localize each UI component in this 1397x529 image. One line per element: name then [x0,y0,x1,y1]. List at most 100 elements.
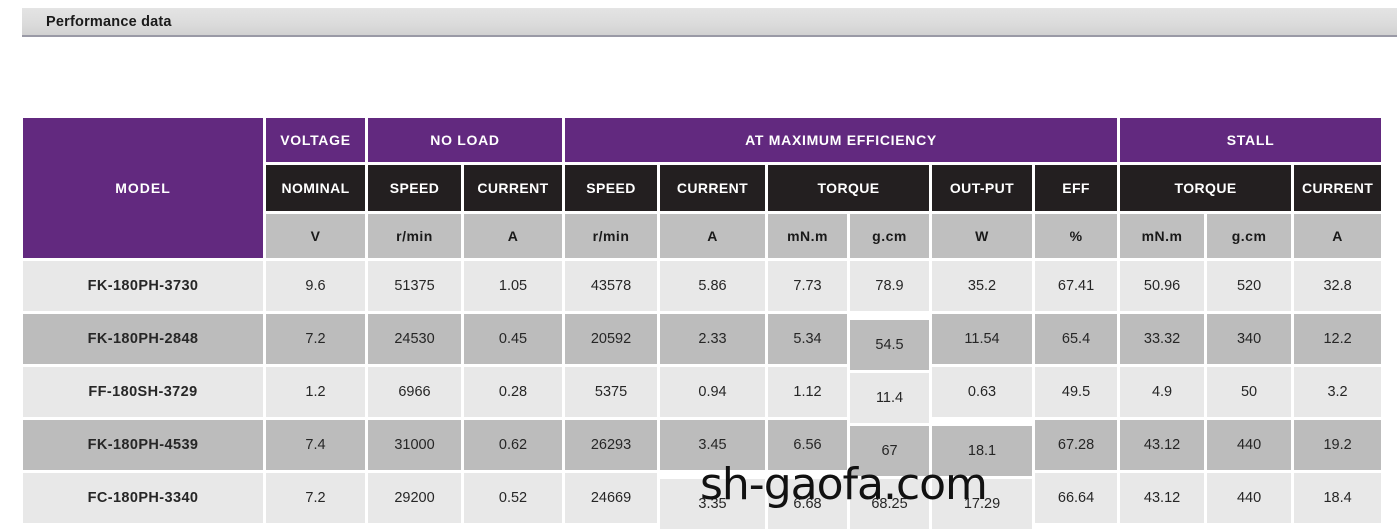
header-nominal: NOMINAL [266,165,365,211]
cell-noload-speed: 31000 [368,420,461,470]
unit-stall-torque-gcm: g.cm [1207,214,1292,258]
unit-eff-torque-mnm: mN.m [768,214,848,258]
table-row: FK-180PH-4539 7.4 31000 0.62 26293 3.45 … [23,420,1382,476]
cell-eff-pct: 49.5 [1035,367,1118,417]
table-row: FK-180PH-3730 9.6 51375 1.05 43578 5.86 … [23,261,1382,311]
cell-eff-pct: 66.64 [1035,473,1118,523]
cell-stall-current-a: 32.8 [1294,261,1382,311]
cell-noload-current: 0.45 [464,314,563,364]
unit-eff-torque-gcm: g.cm [850,214,930,258]
header-noload-speed: SPEED [368,165,461,211]
cell-eff-pct: 67.41 [1035,261,1118,311]
cell-nominal-v: 9.6 [266,261,365,311]
cell-stall-torque-gcm: 340 [1207,314,1292,364]
table-row: FF-180SH-3729 1.2 6966 0.28 5375 0.94 1.… [23,367,1382,423]
cell-eff-current: 3.45 [660,420,766,470]
cell-eff-speed: 20592 [565,314,658,364]
cell-stall-torque-mnm: 33.32 [1120,314,1205,364]
cell-noload-speed: 51375 [368,261,461,311]
cell-stall-torque-gcm: 440 [1207,420,1292,470]
cell-model: FK-180PH-3730 [23,261,263,311]
cell-eff-torque-gcm: 68.25 [850,479,930,529]
cell-eff-torque-gcm: 78.9 [850,261,930,311]
unit-eff-current: A [660,214,766,258]
cell-noload-current: 0.62 [464,420,563,470]
cell-noload-speed: 24530 [368,314,461,364]
header-noload-current: CURRENT [464,165,563,211]
unit-stall-torque-mnm: mN.m [1120,214,1205,258]
performance-table: MODEL VOLTAGE NO LOAD AT MAXIMUM EFFICIE… [20,115,1384,529]
cell-stall-torque-gcm: 440 [1207,473,1292,523]
cell-eff-torque-gcm: 54.5 [850,320,930,370]
page-title: Performance data [46,13,172,30]
cell-eff-pct: 67.28 [1035,420,1118,470]
cell-nominal-v: 1.2 [266,367,365,417]
cell-stall-current-a: 3.2 [1294,367,1382,417]
cell-out-put-w: 11.54 [932,314,1033,364]
cell-eff-torque-mnm: 6.68 [768,479,848,529]
header-row-groups: MODEL VOLTAGE NO LOAD AT MAXIMUM EFFICIE… [23,118,1382,258]
cell-stall-current-a: 19.2 [1294,420,1382,470]
unit-out-put: W [932,214,1033,258]
cell-model: FK-180PH-4539 [23,420,263,470]
cell-eff-torque-mnm: 1.12 [768,367,848,417]
performance-table-container: MODEL VOLTAGE NO LOAD AT MAXIMUM EFFICIE… [20,115,1382,529]
cell-eff-torque-gcm: 11.4 [850,373,930,423]
section-header-bar: Performance data [22,8,1397,37]
cell-eff-speed: 26293 [565,420,658,470]
table-head: MODEL VOLTAGE NO LOAD AT MAXIMUM EFFICIE… [23,118,1382,258]
header-model: MODEL [23,118,263,258]
header-stall-current: CURRENT [1294,165,1382,211]
cell-out-put-w: 17.29 [932,479,1033,529]
cell-eff-current: 3.35 [660,479,766,529]
header-group-at-maximum-efficiency: AT MAXIMUM EFFICIENCY [565,118,1118,162]
unit-noload-current: A [464,214,563,258]
cell-stall-torque-gcm: 50 [1207,367,1292,417]
header-eff-torque: TORQUE [768,165,930,211]
unit-noload-speed: r/min [368,214,461,258]
cell-noload-current: 0.28 [464,367,563,417]
table-row: FC-180PH-3340 7.2 29200 0.52 24669 3.35 … [23,473,1382,529]
header-row-units: V r/min A r/min A mN.m g.cm W % mN.m g.c… [23,214,1382,258]
cell-stall-torque-mnm: 50.96 [1120,261,1205,311]
table-body: FK-180PH-3730 9.6 51375 1.05 43578 5.86 … [23,261,1382,529]
header-stall-torque: TORQUE [1120,165,1292,211]
header-row-subs: NOMINAL SPEED CURRENT SPEED CURRENT TORQ… [23,165,1382,211]
cell-stall-current-a: 18.4 [1294,473,1382,523]
cell-nominal-v: 7.4 [266,420,365,470]
unit-nominal: V [266,214,365,258]
cell-stall-torque-mnm: 43.12 [1120,420,1205,470]
cell-nominal-v: 7.2 [266,473,365,523]
header-eff-speed: SPEED [565,165,658,211]
cell-eff-speed: 43578 [565,261,658,311]
header-group-voltage: VOLTAGE [266,118,365,162]
cell-noload-current: 1.05 [464,261,563,311]
cell-eff-pct: 65.4 [1035,314,1118,364]
cell-model: FK-180PH-2848 [23,314,263,364]
cell-noload-speed: 6966 [368,367,461,417]
cell-eff-torque-gcm: 67 [850,426,930,476]
cell-noload-speed: 29200 [368,473,461,523]
cell-eff-current: 2.33 [660,314,766,364]
header-eff-current: CURRENT [660,165,766,211]
header-group-no-load: NO LOAD [368,118,563,162]
cell-eff-speed: 24669 [565,473,658,523]
cell-eff-current: 0.94 [660,367,766,417]
cell-stall-current-a: 12.2 [1294,314,1382,364]
header-eff: EFF [1035,165,1118,211]
cell-stall-torque-mnm: 4.9 [1120,367,1205,417]
table-row: FK-180PH-2848 7.2 24530 0.45 20592 2.33 … [23,314,1382,370]
cell-out-put-w: 0.63 [932,367,1033,417]
cell-eff-speed: 5375 [565,367,658,417]
header-group-stall: STALL [1120,118,1382,162]
cell-out-put-w: 18.1 [932,426,1033,476]
unit-eff-speed: r/min [565,214,658,258]
cell-nominal-v: 7.2 [266,314,365,364]
cell-eff-current: 5.86 [660,261,766,311]
unit-eff: % [1035,214,1118,258]
cell-eff-torque-mnm: 6.56 [768,420,848,470]
cell-model: FF-180SH-3729 [23,367,263,417]
cell-out-put-w: 35.2 [932,261,1033,311]
header-out-put: OUT-PUT [932,165,1033,211]
cell-model: FC-180PH-3340 [23,473,263,523]
